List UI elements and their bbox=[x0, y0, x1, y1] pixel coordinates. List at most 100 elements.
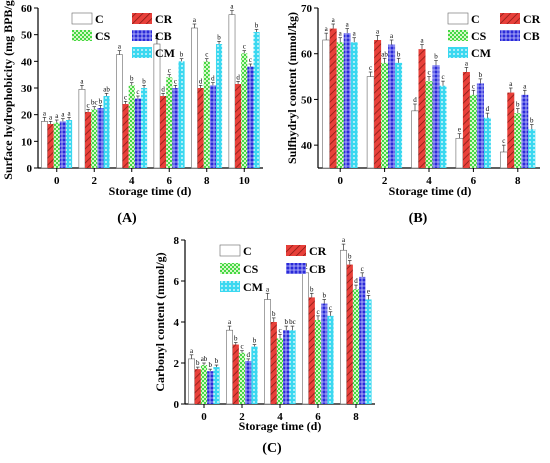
y-tick-label: 60 bbox=[21, 3, 33, 15]
legend-swatch-cs bbox=[448, 30, 468, 41]
significance-letter: a bbox=[266, 285, 270, 293]
significance-letter: b bbox=[434, 53, 438, 61]
bar-cs bbox=[241, 53, 248, 169]
significance-letter: b bbox=[516, 101, 520, 109]
bar-cs bbox=[469, 94, 477, 168]
bar-cs bbox=[381, 62, 389, 168]
x-tick-label: 10 bbox=[239, 175, 251, 187]
x-tick-label: 6 bbox=[471, 175, 477, 187]
legend-swatch-c bbox=[71, 12, 93, 25]
significance-letter: c bbox=[361, 265, 364, 273]
bar-cr bbox=[418, 49, 426, 169]
legend-label-cs: CS bbox=[471, 29, 487, 43]
chart-panel-2: 405060700aaaaa2caabab4dacbc6eacbd8cababS… bbox=[285, 3, 541, 226]
significance-letter: b bbox=[234, 335, 238, 343]
chart-panel-3: 024680ababbb2abcdb4abcbbc6abcbc8abdceSto… bbox=[153, 235, 375, 456]
legend-swatch-cm bbox=[448, 47, 468, 58]
significance-letter: c bbox=[502, 137, 505, 145]
y-tick-label: 10 bbox=[21, 136, 33, 148]
significance-letter: a bbox=[118, 43, 122, 51]
bar-cb bbox=[283, 330, 290, 404]
significance-letter: a bbox=[80, 77, 84, 85]
bar-cm bbox=[65, 120, 73, 168]
bar-cr bbox=[270, 322, 277, 404]
bar-cs bbox=[128, 85, 135, 168]
bar-cr bbox=[346, 264, 353, 404]
significance-letter: c bbox=[329, 304, 332, 312]
bar-cm bbox=[289, 330, 296, 404]
bar-cm bbox=[213, 367, 220, 404]
legend-label-c: C bbox=[471, 12, 480, 26]
significance-letter: a bbox=[193, 16, 197, 24]
y-axis-label: Carbonyl content (mmol/g) bbox=[153, 252, 167, 391]
significance-letter: d bbox=[246, 351, 250, 359]
bar-cs bbox=[336, 42, 344, 168]
significance-letter: d bbox=[236, 73, 240, 81]
significance-letter: b bbox=[130, 75, 134, 83]
significance-letter: c bbox=[427, 69, 430, 77]
bar-cm bbox=[395, 62, 403, 168]
bar-cs bbox=[352, 289, 360, 404]
legend-swatch-cb bbox=[500, 30, 520, 41]
significance-letter: b bbox=[348, 253, 352, 261]
significance-letter: a bbox=[390, 32, 394, 40]
bar-cr bbox=[197, 88, 204, 168]
significance-letter: d bbox=[486, 105, 490, 113]
bar-cr bbox=[462, 72, 470, 168]
significance-letter: ab bbox=[381, 50, 388, 58]
y-tick-label: 60 bbox=[301, 49, 313, 61]
significance-letter: b bbox=[530, 117, 534, 125]
legend-label-c: C bbox=[95, 12, 104, 26]
bar-c bbox=[228, 14, 236, 169]
significance-letter: d bbox=[199, 77, 203, 85]
legend-label-cr: CR bbox=[523, 12, 541, 26]
legend-swatch-cb bbox=[286, 263, 306, 274]
significance-letter: d bbox=[354, 277, 358, 285]
bar-c bbox=[226, 329, 233, 405]
significance-letter: a bbox=[523, 82, 527, 90]
x-tick-label: 6 bbox=[167, 175, 173, 187]
x-tick-label: 4 bbox=[426, 175, 432, 187]
y-tick-label: 4 bbox=[174, 317, 180, 329]
bar-cb bbox=[388, 44, 396, 169]
legend-swatch-cm bbox=[132, 47, 152, 58]
bar-cb bbox=[432, 65, 440, 168]
significance-letter: d bbox=[413, 96, 417, 104]
y-axis-label: Sulfhydryl content (mmol/kg) bbox=[285, 12, 299, 164]
bar-cr bbox=[85, 112, 92, 168]
y-tick-label: 50 bbox=[21, 30, 33, 42]
bar-cb bbox=[359, 276, 366, 404]
legend-swatch-cr bbox=[132, 13, 152, 24]
legend-swatch-cr bbox=[286, 245, 306, 256]
bar-cm bbox=[215, 44, 223, 168]
significance-letter: c bbox=[316, 308, 319, 316]
significance-letter: a bbox=[67, 109, 71, 117]
significance-letter: d bbox=[211, 75, 215, 83]
significance-letter: b bbox=[215, 357, 219, 365]
significance-letter: c bbox=[240, 343, 243, 351]
bar-cb bbox=[476, 83, 484, 168]
bar-c bbox=[455, 137, 464, 169]
bar-c bbox=[302, 272, 309, 405]
bar-cb bbox=[172, 88, 179, 168]
significance-letter: a bbox=[190, 347, 194, 355]
legend-label-cb: CB bbox=[155, 29, 172, 43]
bar-cb bbox=[245, 360, 252, 404]
legend-label-cs: CS bbox=[243, 262, 259, 276]
significance-letter: a bbox=[228, 318, 232, 326]
y-tick-label: 0 bbox=[174, 399, 180, 411]
significance-letter: d bbox=[161, 85, 165, 93]
x-tick-label: 0 bbox=[337, 175, 343, 187]
y-tick-label: 2 bbox=[174, 358, 180, 370]
bar-cr bbox=[329, 28, 337, 169]
y-tick-label: 20 bbox=[21, 110, 33, 122]
bar-cr bbox=[122, 104, 129, 168]
bar-c bbox=[191, 27, 198, 169]
legend-swatch-c bbox=[447, 12, 469, 25]
bar-cs bbox=[238, 352, 246, 404]
significance-letter: a bbox=[43, 109, 47, 117]
significance-letter: b bbox=[322, 291, 326, 299]
significance-letter: c bbox=[174, 77, 177, 85]
significance-letter: b bbox=[272, 310, 276, 318]
